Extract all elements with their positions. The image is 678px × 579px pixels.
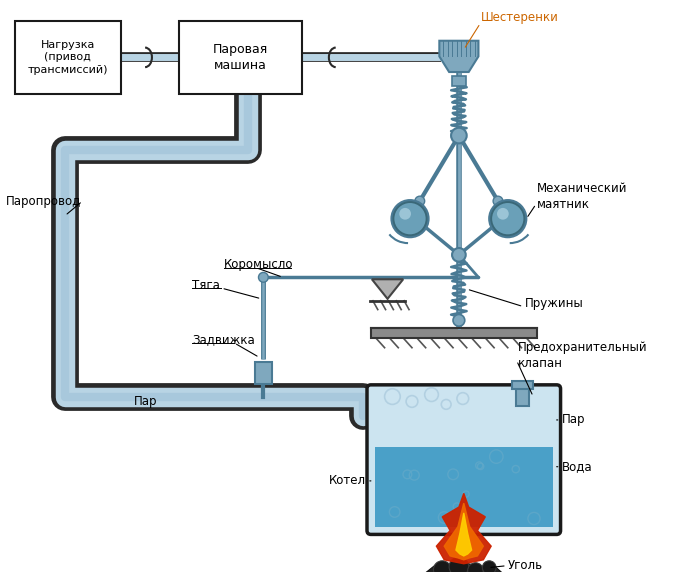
Text: Пружины: Пружины (524, 297, 583, 310)
Circle shape (395, 203, 426, 234)
Bar (371, 328, 537, 338)
Bar (512, 381, 533, 389)
Bar (515, 387, 530, 406)
Circle shape (453, 314, 464, 326)
Circle shape (399, 208, 411, 219)
Bar (375, 447, 553, 526)
Circle shape (415, 196, 424, 206)
Text: Тяга: Тяга (192, 278, 220, 292)
Polygon shape (372, 279, 403, 299)
Text: Задвижка: Задвижка (192, 334, 255, 346)
Polygon shape (439, 41, 479, 72)
Text: Коромысло: Коромысло (224, 258, 294, 271)
Circle shape (391, 200, 428, 237)
Polygon shape (437, 493, 491, 564)
Bar (254, 362, 272, 384)
Text: Предохранительный
клапан: Предохранительный клапан (517, 341, 647, 370)
Text: Шестеренки: Шестеренки (481, 11, 558, 24)
Text: Уголь: Уголь (508, 559, 543, 572)
Circle shape (493, 196, 503, 206)
Text: Вода: Вода (561, 460, 592, 473)
Text: Пар: Пар (561, 413, 585, 427)
Polygon shape (424, 564, 503, 579)
Circle shape (492, 203, 523, 234)
Bar (179, 21, 302, 94)
Bar (452, 76, 466, 86)
Circle shape (482, 561, 496, 574)
FancyBboxPatch shape (367, 385, 561, 534)
Polygon shape (456, 513, 472, 556)
Circle shape (490, 200, 526, 237)
Circle shape (258, 273, 268, 282)
Circle shape (433, 561, 451, 578)
Circle shape (452, 248, 466, 262)
Circle shape (451, 128, 466, 144)
Text: Нагрузка
(привод
трансмиссий): Нагрузка (привод трансмиссий) (28, 40, 108, 75)
Circle shape (449, 557, 468, 577)
Text: Паропровод: Паропровод (6, 195, 81, 207)
Text: Пар: Пар (134, 395, 158, 408)
Circle shape (497, 208, 508, 219)
Polygon shape (444, 503, 483, 560)
Text: Паровая
машина: Паровая машина (213, 43, 268, 72)
Bar (15, 21, 121, 94)
Text: Котел: Котел (329, 474, 366, 488)
Circle shape (468, 563, 483, 578)
Text: Механический
маятник: Механический маятник (537, 182, 628, 211)
